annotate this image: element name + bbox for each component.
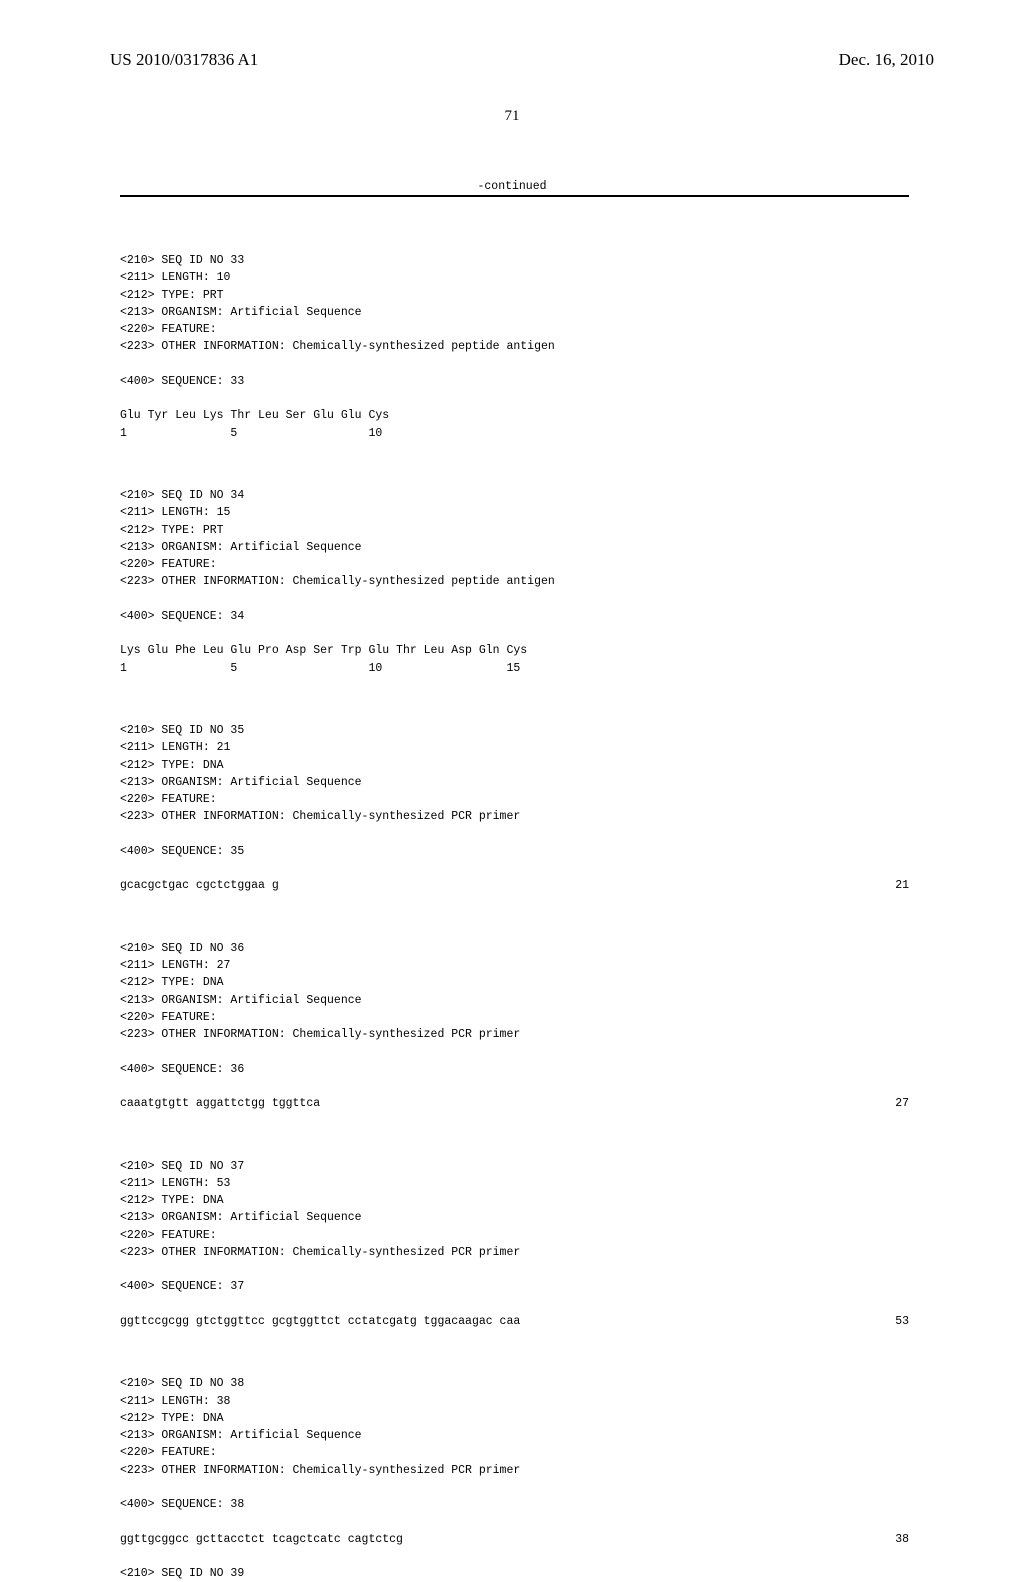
sequence-meta-line: <210> SEQ ID NO 35 [120,722,909,739]
sequence-meta-line: <212> TYPE: DNA [120,974,909,991]
page-number: 71 [0,108,1024,125]
sequence-meta-line: <220> FEATURE: [120,556,909,573]
sequence-meta-line: <212> TYPE: DNA [120,1410,909,1427]
sequence-trailing: <210> SEQ ID NO 39 [120,1565,909,1582]
sequence-meta-line: <212> TYPE: PRT [120,522,909,539]
sequence-meta-line: <211> LENGTH: 53 [120,1175,909,1192]
sequence-blank [120,895,909,912]
sequence-blank [120,442,909,459]
sequence-label: <400> SEQUENCE: 33 [120,373,909,390]
sequence-meta-line: <210> SEQ ID NO 36 [120,940,909,957]
sequence-listing: <210> SEQ ID NO 33<211> LENGTH: 10<212> … [0,252,1024,1582]
sequence-blank [120,625,909,642]
divider-line [120,195,909,197]
sequence-label: <400> SEQUENCE: 37 [120,1278,909,1295]
sequence-data-line: 1 5 10 [120,425,909,442]
sequence-label: <400> SEQUENCE: 34 [120,608,909,625]
sequence-meta-line: <220> FEATURE: [120,1009,909,1026]
publication-date: Dec. 16, 2010 [839,50,934,70]
sequence-blank [120,826,909,843]
sequence-block: <210> SEQ ID NO 37<211> LENGTH: 53<212> … [120,1158,909,1331]
sequence-meta-line: <210> SEQ ID NO 38 [120,1375,909,1392]
sequence-data-line: ggttgcggcc gcttacctct tcagctcatc cagtctc… [120,1531,909,1548]
sequence-block: <210> SEQ ID NO 34<211> LENGTH: 15<212> … [120,487,909,677]
sequence-meta-line: <213> ORGANISM: Artificial Sequence [120,539,909,556]
sequence-meta-line: <223> OTHER INFORMATION: Chemically-synt… [120,1244,909,1261]
sequence-data-line: Lys Glu Phe Leu Glu Pro Asp Ser Trp Glu … [120,642,909,659]
sequence-meta-line: <212> TYPE: DNA [120,757,909,774]
sequence-meta-line: <212> TYPE: DNA [120,1192,909,1209]
sequence-data-line: ggttccgcgg gtctggttcc gcgtggttct cctatcg… [120,1313,909,1330]
sequence-meta-line: <223> OTHER INFORMATION: Chemically-synt… [120,808,909,825]
sequence-meta-line: <211> LENGTH: 38 [120,1393,909,1410]
sequence-meta-line: <210> SEQ ID NO 33 [120,252,909,269]
sequence-meta-line: <223> OTHER INFORMATION: Chemically-synt… [120,1026,909,1043]
sequence-blank [120,1479,909,1496]
publication-number: US 2010/0317836 A1 [110,50,258,70]
page-header: US 2010/0317836 A1 Dec. 16, 2010 [0,0,1024,70]
sequence-blank [120,390,909,407]
sequence-meta-line: <223> OTHER INFORMATION: Chemically-synt… [120,573,909,590]
sequence-block: <210> SEQ ID NO 33<211> LENGTH: 10<212> … [120,252,909,442]
sequence-meta-line: <223> OTHER INFORMATION: Chemically-synt… [120,1462,909,1479]
sequence-meta-line: <213> ORGANISM: Artificial Sequence [120,1209,909,1226]
sequence-meta-line: <213> ORGANISM: Artificial Sequence [120,992,909,1009]
sequence-blank [120,356,909,373]
sequence-blank [120,591,909,608]
sequence-meta-line: <213> ORGANISM: Artificial Sequence [120,774,909,791]
sequence-block: <210> SEQ ID NO 36<211> LENGTH: 27<212> … [120,940,909,1113]
sequence-blank [120,1513,909,1530]
sequence-label: <400> SEQUENCE: 35 [120,843,909,860]
sequence-data-line: caaatgtgtt aggattctgg tggttca27 [120,1095,909,1112]
sequence-meta-line: <211> LENGTH: 10 [120,269,909,286]
sequence-blank [120,1043,909,1060]
sequence-meta-line: <213> ORGANISM: Artificial Sequence [120,304,909,321]
continued-label: -continued [0,180,1024,193]
sequence-blank [120,1330,909,1347]
sequence-meta-line: <220> FEATURE: [120,1227,909,1244]
sequence-data-line: 1 5 10 15 [120,660,909,677]
sequence-blank [120,1078,909,1095]
sequence-meta-line: <223> OTHER INFORMATION: Chemically-synt… [120,338,909,355]
sequence-data-line: gcacgctgac cgctctggaa g21 [120,877,909,894]
sequence-meta-line: <212> TYPE: PRT [120,287,909,304]
sequence-blank [120,1112,909,1129]
sequence-meta-line: <210> SEQ ID NO 34 [120,487,909,504]
sequence-blank [120,1296,909,1313]
sequence-blank [120,677,909,694]
sequence-meta-line: <211> LENGTH: 21 [120,739,909,756]
sequence-block: <210> SEQ ID NO 38<211> LENGTH: 38<212> … [120,1375,909,1548]
sequence-meta-line: <211> LENGTH: 27 [120,957,909,974]
sequence-blank [120,1261,909,1278]
sequence-label: <400> SEQUENCE: 36 [120,1061,909,1078]
sequence-meta-line: <211> LENGTH: 15 [120,504,909,521]
sequence-meta-line: <213> ORGANISM: Artificial Sequence [120,1427,909,1444]
sequence-blank [120,860,909,877]
sequence-label: <400> SEQUENCE: 38 [120,1496,909,1513]
sequence-meta-line: <220> FEATURE: [120,1444,909,1461]
sequence-data-line: Glu Tyr Leu Lys Thr Leu Ser Glu Glu Cys [120,407,909,424]
sequence-meta-line: <220> FEATURE: [120,791,909,808]
sequence-meta-line: <220> FEATURE: [120,321,909,338]
sequence-blank [120,1548,909,1565]
sequence-meta-line: <210> SEQ ID NO 37 [120,1158,909,1175]
sequence-block: <210> SEQ ID NO 35<211> LENGTH: 21<212> … [120,722,909,895]
